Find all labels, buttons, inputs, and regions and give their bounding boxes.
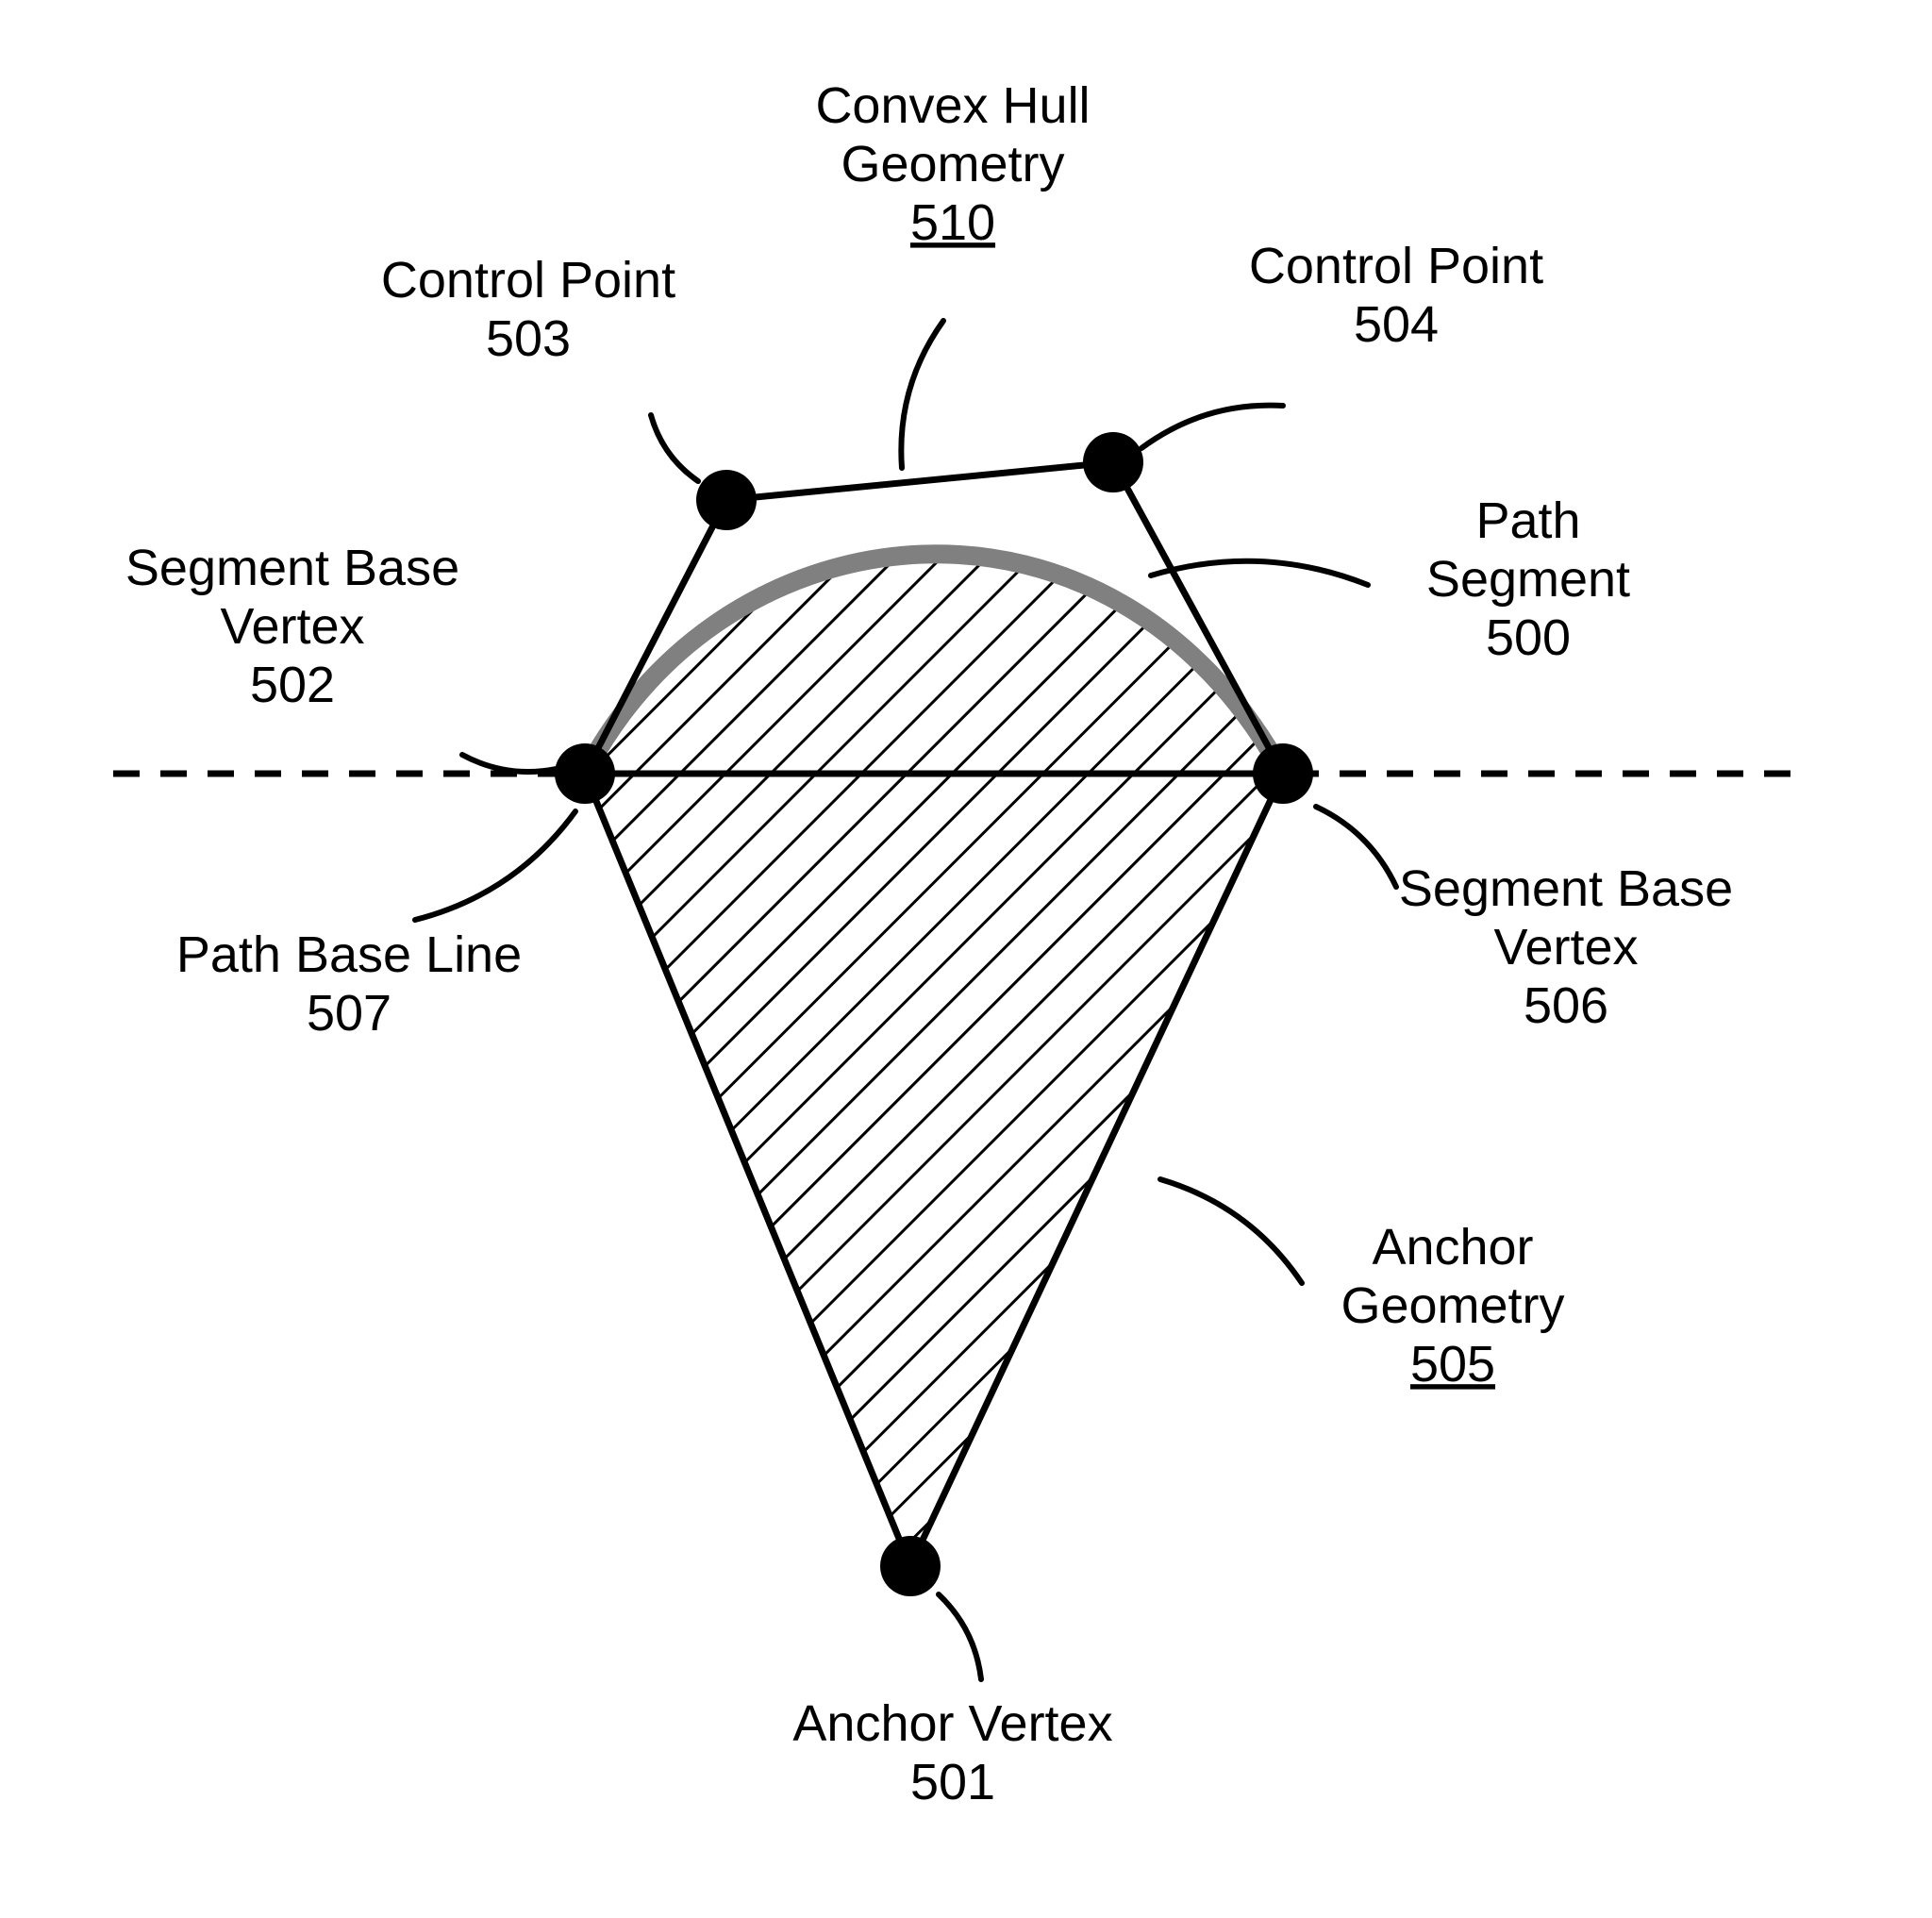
- point-control-504: [1083, 432, 1143, 492]
- label-control_504-text: Control Point504: [1249, 238, 1543, 353]
- label-path_base_line: Path Base Line507: [176, 926, 522, 1042]
- label-anchor_geom-text: AnchorGeometry505: [1341, 1219, 1564, 1393]
- leader-convex_hull: [901, 321, 943, 468]
- label-control_503: Control Point503: [381, 252, 675, 367]
- point-segment-base-vertex-502: [555, 743, 615, 804]
- label-seg_base_506-text: Segment BaseVertex506: [1399, 860, 1733, 1034]
- label-anchor_vertex: Anchor Vertex501: [792, 1695, 1112, 1810]
- leader-seg_base_502: [462, 755, 557, 772]
- point-segment-base-vertex-506: [1253, 743, 1313, 804]
- label-control_503-text: Control Point503: [381, 252, 675, 367]
- leader-anchor_geom: [1160, 1179, 1302, 1283]
- label-seg_base_502: Segment BaseVertex502: [125, 540, 459, 713]
- label-path_segment: PathSegment500: [1426, 492, 1630, 666]
- label-path_base_line-text: Path Base Line507: [176, 926, 522, 1042]
- label-anchor_geom: AnchorGeometry505: [1341, 1219, 1564, 1393]
- leader-control_503: [651, 415, 698, 481]
- leader-path_segment: [1151, 561, 1368, 585]
- leader-control_504: [1141, 406, 1283, 448]
- leader-seg_base_506: [1316, 807, 1396, 887]
- label-seg_base_502-text: Segment BaseVertex502: [125, 540, 459, 713]
- label-convex_hull-text: Convex HullGeometry510: [815, 77, 1090, 251]
- label-anchor_vertex-text: Anchor Vertex501: [792, 1695, 1112, 1810]
- point-anchor-vertex-501: [880, 1536, 941, 1596]
- leader-path_base_line: [415, 811, 575, 920]
- label-control_504: Control Point504: [1249, 238, 1543, 353]
- point-control-503: [696, 470, 757, 530]
- label-convex_hull: Convex HullGeometry510: [815, 77, 1090, 251]
- label-path_segment-text: PathSegment500: [1426, 492, 1630, 666]
- label-seg_base_506: Segment BaseVertex506: [1399, 860, 1733, 1034]
- leader-anchor_vertex: [939, 1594, 981, 1679]
